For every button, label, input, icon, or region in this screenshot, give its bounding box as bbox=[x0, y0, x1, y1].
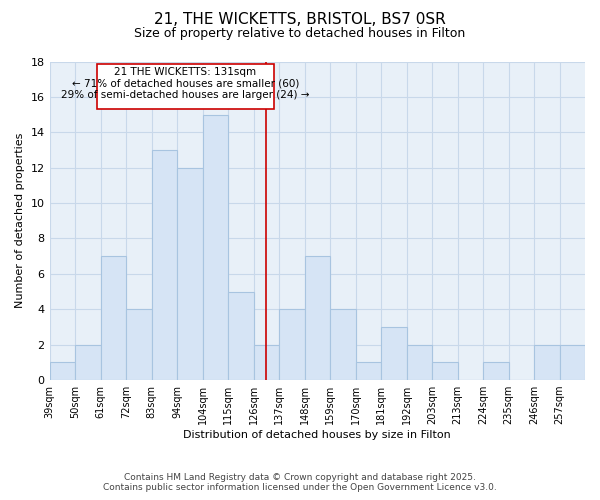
Bar bbox=[560, 344, 585, 380]
Bar bbox=[305, 256, 330, 380]
Bar bbox=[356, 362, 381, 380]
Text: ← 71% of detached houses are smaller (60): ← 71% of detached houses are smaller (60… bbox=[71, 78, 299, 88]
Bar bbox=[177, 168, 203, 380]
X-axis label: Distribution of detached houses by size in Filton: Distribution of detached houses by size … bbox=[184, 430, 451, 440]
Bar bbox=[279, 310, 305, 380]
Bar bbox=[381, 327, 407, 380]
Bar bbox=[101, 256, 126, 380]
Text: Contains HM Land Registry data © Crown copyright and database right 2025.
Contai: Contains HM Land Registry data © Crown c… bbox=[103, 473, 497, 492]
Text: 21, THE WICKETTS, BRISTOL, BS7 0SR: 21, THE WICKETTS, BRISTOL, BS7 0SR bbox=[154, 12, 446, 28]
Bar bbox=[75, 344, 101, 380]
Bar bbox=[203, 114, 228, 380]
Bar bbox=[407, 344, 432, 380]
Bar bbox=[50, 362, 75, 380]
Y-axis label: Number of detached properties: Number of detached properties bbox=[15, 133, 25, 308]
Bar bbox=[152, 150, 177, 380]
Bar bbox=[330, 310, 356, 380]
Bar bbox=[432, 362, 458, 380]
Bar bbox=[97, 64, 274, 110]
Bar bbox=[534, 344, 560, 380]
Text: 29% of semi-detached houses are larger (24) →: 29% of semi-detached houses are larger (… bbox=[61, 90, 310, 100]
Text: Size of property relative to detached houses in Filton: Size of property relative to detached ho… bbox=[134, 28, 466, 40]
Text: 21 THE WICKETTS: 131sqm: 21 THE WICKETTS: 131sqm bbox=[114, 67, 256, 77]
Bar bbox=[228, 292, 254, 380]
Bar bbox=[254, 344, 279, 380]
Bar bbox=[126, 310, 152, 380]
Bar bbox=[483, 362, 509, 380]
